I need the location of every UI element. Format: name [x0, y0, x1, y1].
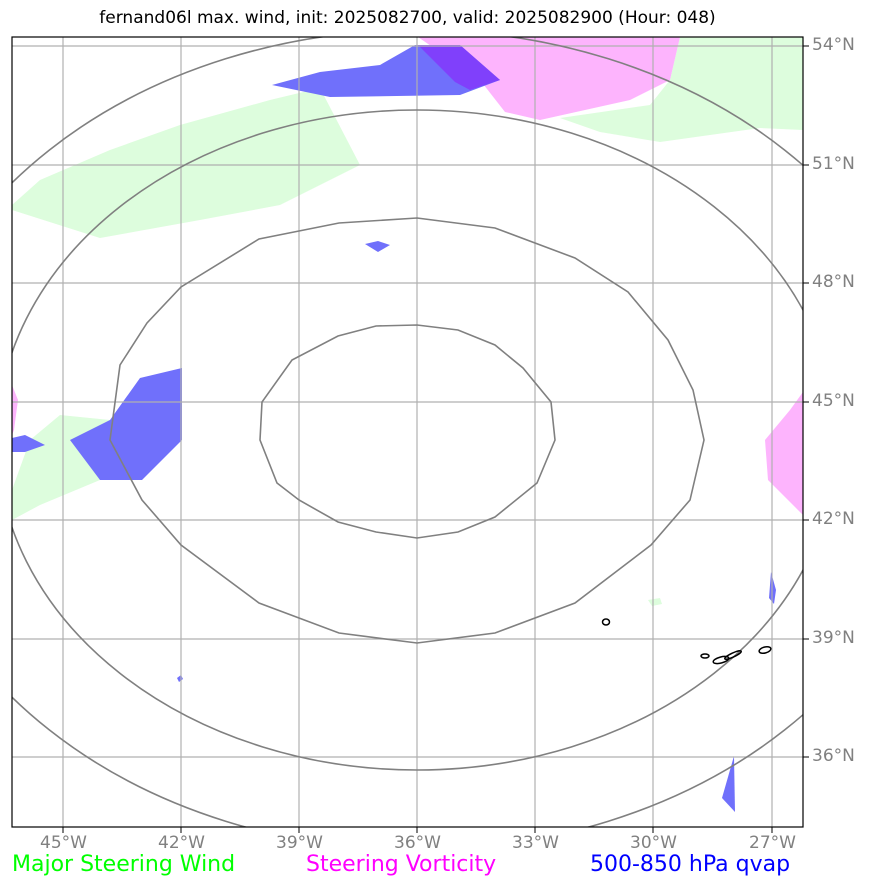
lat-label: 54°N [812, 35, 855, 55]
wind-area-small [648, 598, 662, 606]
qvap-vorticity-overlap [418, 45, 500, 90]
contour-3 [724, 650, 742, 660]
wind-contours [601, 618, 772, 665]
steering-vorticity-layer [12, 37, 803, 515]
lon-label: 42°W [158, 833, 205, 853]
qvap-area-edge [12, 435, 45, 452]
lat-label: 36°N [812, 746, 855, 766]
lon-label: 30°W [630, 833, 677, 853]
wind-area-northeast [560, 37, 803, 142]
steering-wind-layer [12, 37, 803, 606]
lon-label: 36°W [394, 833, 441, 853]
lat-label: 42°N [812, 509, 855, 529]
legend-qvap: 500-850 hPa qvap [590, 852, 791, 877]
vorticity-area-east [765, 392, 803, 515]
vorticity-area-west [12, 385, 18, 435]
lat-label: 45°N [812, 391, 855, 411]
ring-1 [259, 324, 556, 539]
legend-steering-wind: Major Steering Wind [12, 852, 236, 877]
map-frame [11, 36, 804, 828]
lon-label: 45°W [40, 833, 87, 853]
qvap-area-small [365, 241, 390, 252]
map-title: fernand06l max. wind, init: 2025082700, … [99, 8, 716, 28]
axis-ticks [62, 45, 809, 833]
lat-label: 39°N [812, 628, 855, 648]
lon-label: 33°W [512, 833, 559, 853]
graticule [12, 37, 803, 827]
vorticity-area-north [418, 37, 680, 120]
lon-label: 39°W [276, 833, 323, 853]
qvap-area-south-east [722, 756, 735, 812]
contour-1 [601, 618, 611, 626]
contour-2 [712, 655, 730, 665]
map-plot-area [12, 37, 803, 827]
lat-label: 48°N [812, 272, 855, 292]
qvap-area-west [70, 368, 182, 480]
contour-4 [758, 645, 772, 655]
distance-rings [12, 37, 803, 827]
ring-2 [109, 217, 705, 644]
legend-steering-vorticity: Steering Vorticity [306, 852, 497, 877]
qvap-area-dot [177, 675, 183, 682]
lon-label: 27°W [749, 833, 796, 853]
lat-label: 51°N [812, 154, 855, 174]
contour-5 [700, 653, 710, 659]
ring-3 [12, 109, 803, 771]
wind-area-north [12, 88, 360, 238]
